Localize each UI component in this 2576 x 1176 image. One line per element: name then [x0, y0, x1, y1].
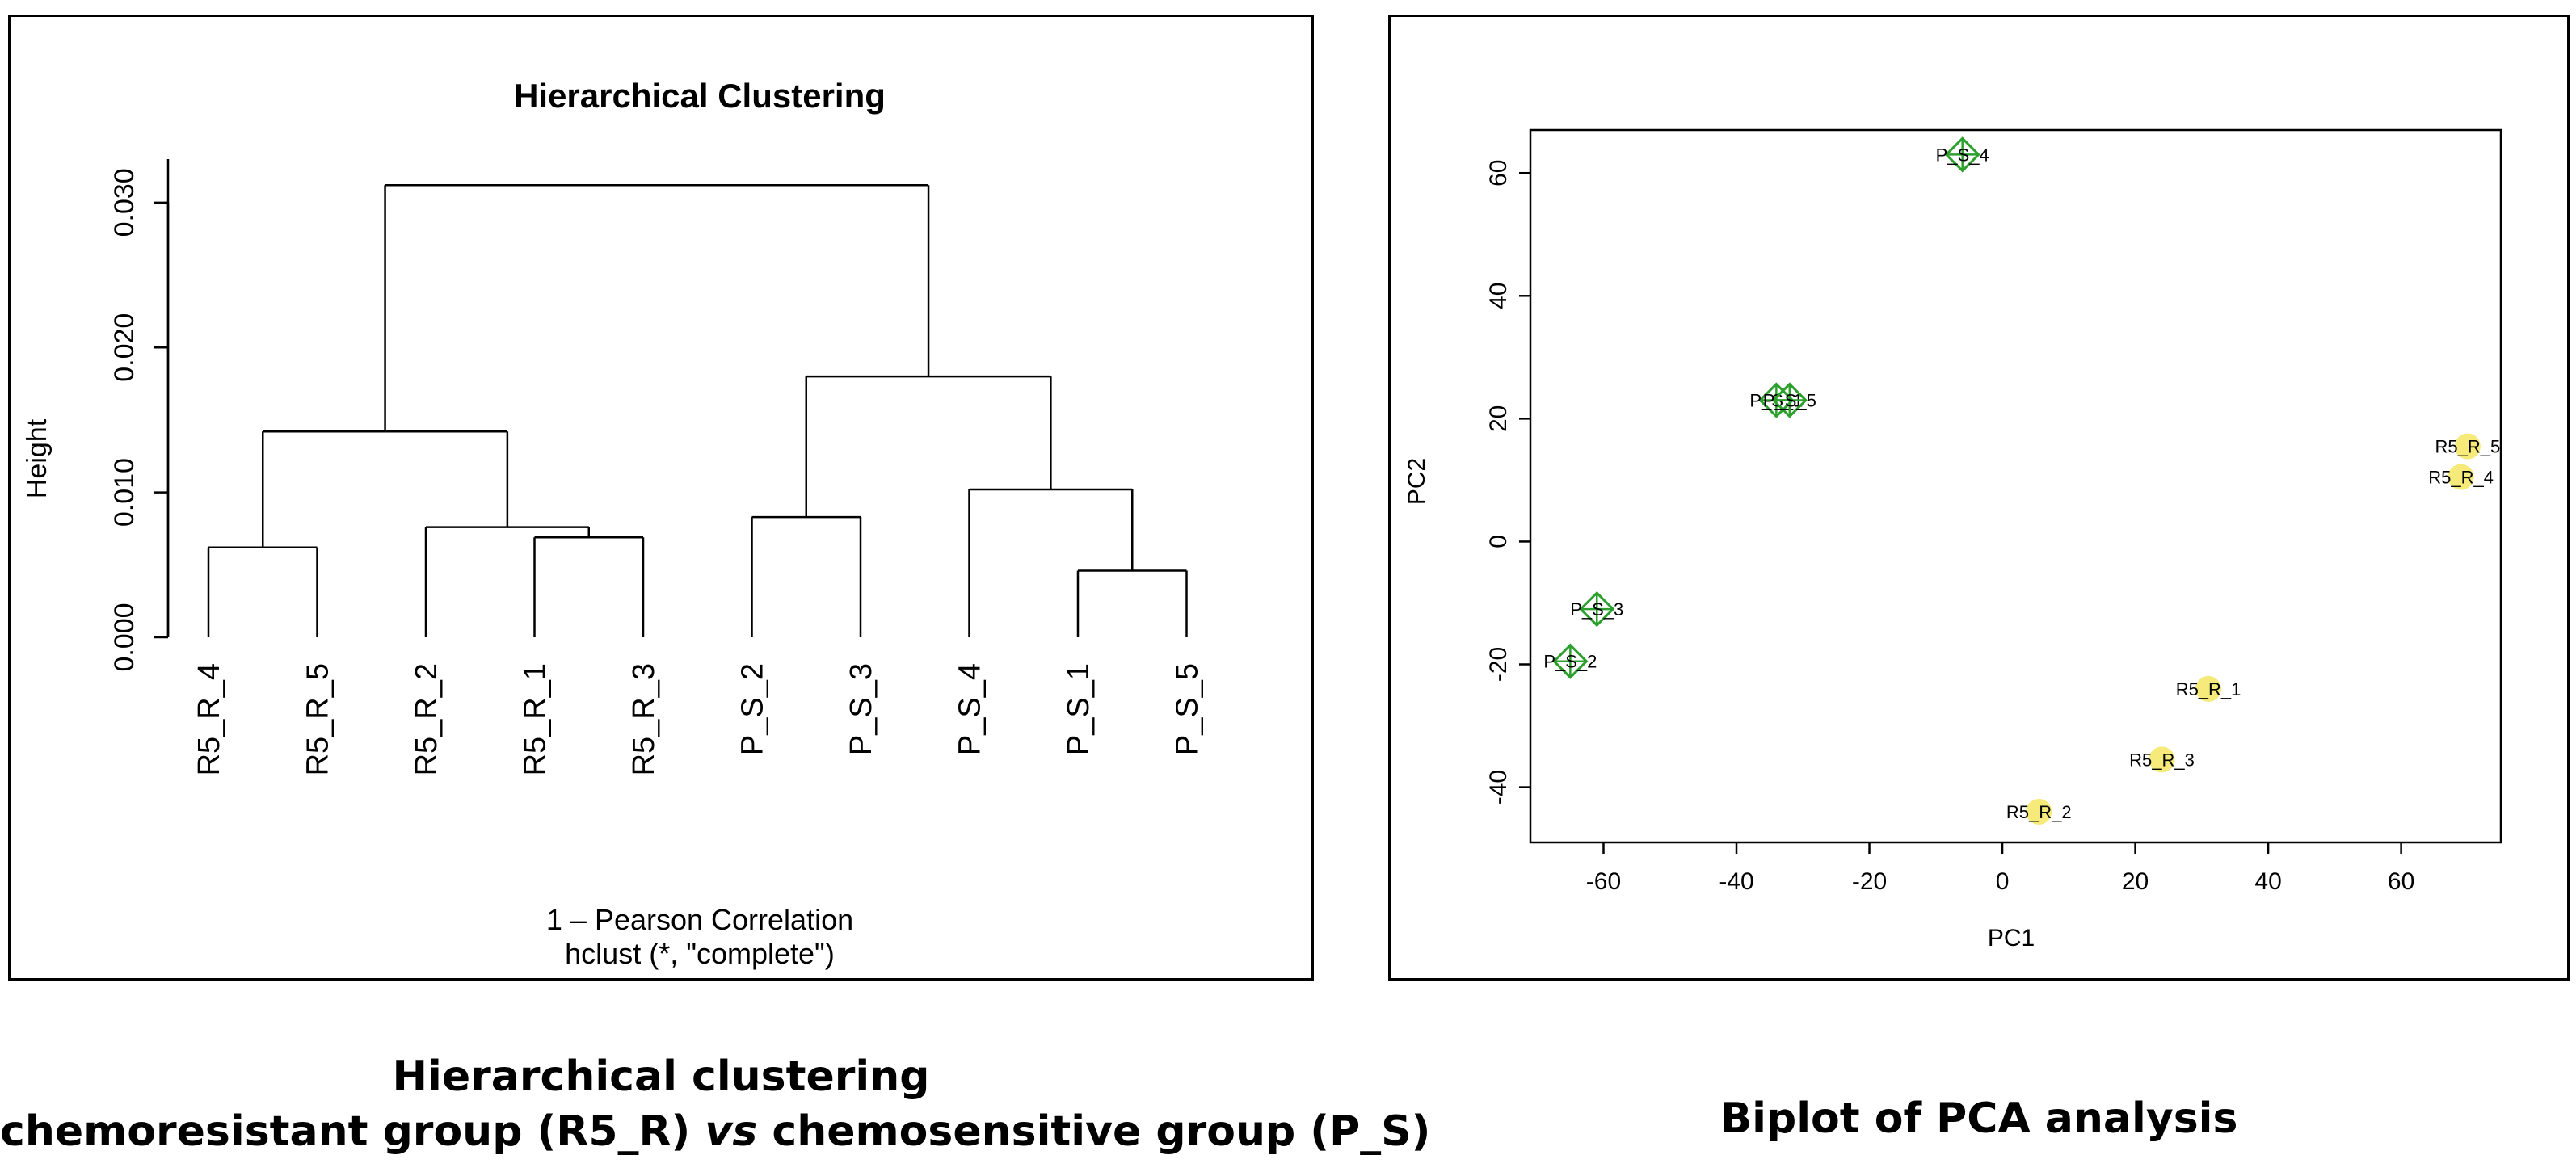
y-axis-label: Height: [22, 418, 53, 498]
y-tick-label: -20: [1485, 647, 1512, 682]
pca-caption: Biplot of PCA analysis: [1388, 1092, 2570, 1147]
hclust-sublabel: hclust (*, "complete"): [565, 937, 835, 970]
caption-left-line1: Hierarchical clustering: [392, 1052, 930, 1101]
x-axis-label: PC1: [1988, 925, 2035, 951]
point-label: R5_R_4: [2428, 468, 2494, 488]
point-marker: [1758, 382, 1795, 418]
caption-right-line: Biplot of PCA analysis: [1719, 1094, 2238, 1143]
leaf-label: R5_R_2: [410, 663, 444, 775]
y-tick-label: 0.030: [109, 168, 140, 237]
caption-left-line2-vs: vs: [705, 1107, 758, 1156]
leaf-label: P_S_3: [844, 663, 878, 755]
dendrogram-caption: Hierarchical clustering chemoresistant g…: [0, 1050, 1430, 1160]
y-tick-label: 40: [1485, 283, 1512, 309]
y-tick-label: 0: [1485, 535, 1512, 548]
x-tick-label: 0: [1996, 868, 2010, 895]
x-axis-label: 1 – Pearson Correlation: [546, 903, 853, 936]
leaf-label: R5_R_4: [192, 663, 226, 775]
y-tick-label: 0.020: [109, 313, 140, 382]
plot-frame: [1529, 128, 2502, 844]
leaf-label: R5_R_3: [627, 663, 661, 775]
dendrogram-chart: Hierarchical Clustering 0.000 0.010 0.020 0.…: [22, 77, 1205, 970]
x-tick-label: -40: [1719, 868, 1753, 895]
point-label: P_S_5: [1763, 391, 1816, 411]
point-label: P_S_3: [1570, 599, 1623, 620]
caption-left-line2: chemoresistant group (R5_R) vs chemosens…: [0, 1105, 1430, 1160]
point-marker: [2026, 798, 2052, 825]
y-tick-label: 0.010: [109, 458, 140, 527]
dendrogram-panel: Hierarchical Clustering 0.000 0.010 0.020 0.…: [8, 15, 1314, 981]
x-tick-label: -20: [1852, 868, 1887, 895]
x-tick-label: 40: [2254, 868, 2281, 895]
x-tick-label: 60: [2388, 868, 2414, 895]
point-marker: [2149, 746, 2175, 773]
leaf-label: P_S_1: [1062, 663, 1096, 755]
point-label: R5_R_1: [2176, 679, 2241, 699]
y-tick-label: -40: [1485, 770, 1512, 804]
y-axis-label: PC2: [1404, 458, 1430, 505]
leaf-label: P_S_2: [736, 663, 770, 755]
dendrogram-title: Hierarchical Clustering: [514, 77, 886, 115]
caption-left-line2-c: chemosensitive group (P_S): [757, 1107, 1431, 1156]
point-label: R5_R_5: [2435, 437, 2501, 457]
x-tick-label: 20: [2122, 868, 2149, 895]
y-tick-label: 60: [1485, 160, 1512, 187]
x-tick-label: -60: [1586, 868, 1621, 895]
pca-panel: -60 -40 -20 0 20 40 60 -40 -20 0 20 40 60 PC1 PC2 P_S_4…: [1388, 15, 2570, 981]
point-label: R5_R_2: [2006, 802, 2072, 822]
caption-left-line2-a: chemoresistant group (R5_R): [0, 1107, 705, 1156]
point-label: R5_R_3: [2129, 750, 2195, 770]
leaf-label: R5_R_1: [519, 663, 553, 775]
point-marker: [2454, 433, 2481, 460]
point-label: P_S_2: [1543, 652, 1597, 672]
point-marker: [2195, 675, 2222, 702]
y-tick-label: 20: [1485, 405, 1512, 432]
leaf-label: P_S_5: [1171, 663, 1205, 755]
leaf-label: P_S_4: [953, 663, 987, 755]
point-marker: [1771, 382, 1808, 418]
point-marker: [2448, 464, 2474, 490]
y-tick-label: 0.000: [109, 603, 140, 671]
leaf-label: R5_R_5: [301, 663, 335, 775]
point-label: P_S_4: [1936, 145, 1989, 165]
pca-biplot-chart: -60 -40 -20 0 20 40 60 -40 -20 0 20 40 60 PC1 PC2 P_S_4…: [1404, 128, 2502, 951]
